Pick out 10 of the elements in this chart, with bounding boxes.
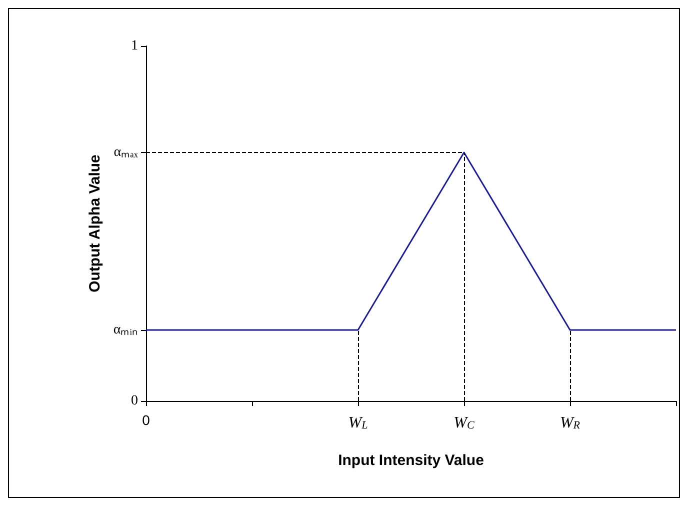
y-tick-label: αₘᵢₙ [113, 322, 138, 338]
x-tick-label: WR [560, 414, 580, 432]
y-tick-label: 0 [131, 394, 138, 408]
y-tick-label: αₘₐₓ [114, 145, 139, 160]
y-tick-label: 1 [131, 38, 138, 54]
x-tick-label: 0 [142, 412, 150, 428]
x-tick-label: WL [348, 414, 368, 432]
x-tick-label: WC [454, 414, 475, 432]
y-axis-title: Output Alpha Value [86, 154, 104, 292]
x-axis-title: Input Intensity Value [338, 452, 484, 469]
